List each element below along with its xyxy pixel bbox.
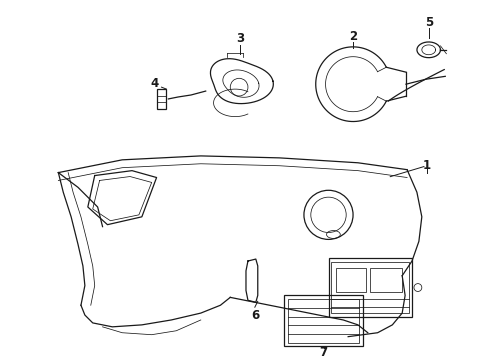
Text: 4: 4 [150,77,159,90]
Text: 2: 2 [349,30,357,42]
Text: 5: 5 [424,16,433,29]
Text: 1: 1 [423,159,431,172]
Text: 6: 6 [252,309,260,321]
Text: 7: 7 [319,346,328,359]
Text: 3: 3 [236,32,244,45]
